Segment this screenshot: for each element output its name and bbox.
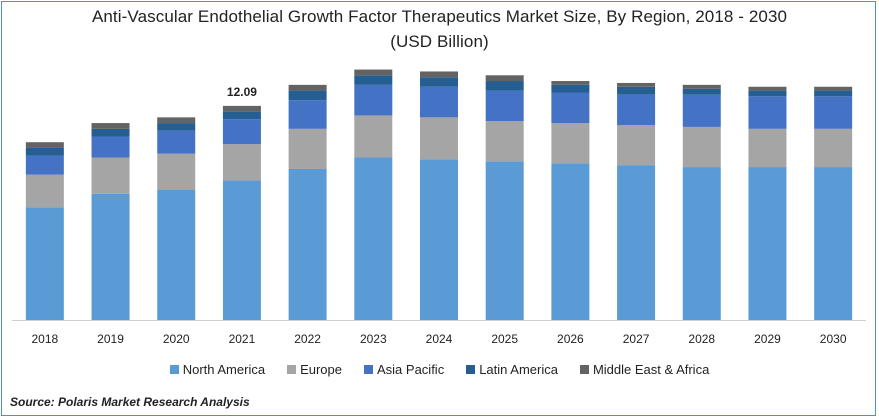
legend-label: Latin America xyxy=(479,362,558,377)
chart-subtitle: (USD Billion) xyxy=(390,32,489,51)
legend-swatch xyxy=(287,365,297,374)
bar-segment-2029-europe xyxy=(748,128,787,168)
bar-segment-2027-middle-east-africa xyxy=(617,82,656,87)
bar-segment-2028-europe xyxy=(682,126,721,168)
bar-segment-2027-north-america xyxy=(617,165,656,320)
bar-segment-2020-latin-america xyxy=(157,123,196,131)
bar-segment-2026-asia-pacific xyxy=(551,92,590,124)
bar-segment-2030-latin-america xyxy=(814,90,853,97)
x-tick-label: 2022 xyxy=(294,332,321,346)
bar-segment-2026-latin-america xyxy=(551,84,590,93)
x-tick-label: 2024 xyxy=(426,332,453,346)
bar-segment-2022-middle-east-africa xyxy=(288,84,327,91)
bar-segment-2020-middle-east-africa xyxy=(157,117,196,124)
legend-label: Asia Pacific xyxy=(377,362,445,377)
bar-segment-2021-asia-pacific xyxy=(222,119,261,145)
source-note: Source: Polaris Market Research Analysis xyxy=(10,395,250,409)
x-tick-label: 2030 xyxy=(820,332,847,346)
legend-item-latin-america: Latin America xyxy=(466,362,558,377)
bar-segment-2021-north-america xyxy=(222,180,261,320)
bar-segment-2018-latin-america xyxy=(25,147,64,156)
legend-item-middle-east-africa: Middle East & Africa xyxy=(579,362,710,377)
bar-segment-2019-europe xyxy=(91,157,130,194)
bar-segment-2019-latin-america xyxy=(91,128,130,137)
bar-segment-2027-europe xyxy=(617,125,656,166)
bar-segment-2023-middle-east-africa xyxy=(354,69,393,76)
legend-swatch xyxy=(364,365,373,374)
bar-segment-2023-asia-pacific xyxy=(354,84,393,116)
bar-segment-2023-latin-america xyxy=(354,75,393,85)
bar-segment-2029-asia-pacific xyxy=(748,96,787,129)
legend-item-asia-pacific: Asia Pacific xyxy=(364,362,444,377)
bar-segment-2018-asia-pacific xyxy=(25,155,64,175)
bar-segment-2024-latin-america xyxy=(420,77,458,87)
bar-segment-2019-middle-east-africa xyxy=(91,123,130,129)
bar-segment-2026-europe xyxy=(551,123,590,164)
chart-legend: North America Europe Asia Pacific Latin Ame… xyxy=(0,362,879,377)
bar-segment-2021-middle-east-africa xyxy=(222,105,261,112)
bar-segment-2018-north-america xyxy=(25,207,64,320)
legend-item-north-america: North America xyxy=(169,362,266,377)
bar-segment-2028-asia-pacific xyxy=(682,94,721,127)
x-tick-label: 2023 xyxy=(360,332,387,346)
x-tick-label: 2020 xyxy=(163,332,190,346)
bar-segment-2025-latin-america xyxy=(485,81,524,91)
bar-segment-2020-europe xyxy=(157,153,196,190)
bar-segment-2022-europe xyxy=(288,128,327,169)
bar-segment-2019-north-america xyxy=(91,193,130,320)
x-tick-label: 2027 xyxy=(623,332,650,346)
bar-segment-2024-north-america xyxy=(420,159,458,320)
x-tick-label: 2021 xyxy=(229,332,256,346)
bar-segment-2021-europe xyxy=(222,144,261,181)
bar-segment-2026-north-america xyxy=(551,163,590,320)
bar-segment-2024-europe xyxy=(420,117,458,160)
bar-segment-2021-latin-america xyxy=(222,111,261,120)
bar-segment-2023-europe xyxy=(354,115,393,158)
bar-segment-2027-asia-pacific xyxy=(617,94,656,125)
x-tick-label: 2026 xyxy=(557,332,584,346)
bar-segment-2023-north-america xyxy=(354,157,393,320)
legend-label: North America xyxy=(182,362,266,377)
bar-segment-2025-north-america xyxy=(485,161,524,320)
bar-segment-2028-north-america xyxy=(682,167,721,320)
bar-segment-2020-asia-pacific xyxy=(157,130,196,154)
legend-swatch xyxy=(579,365,589,374)
bar-segment-2029-middle-east-africa xyxy=(748,86,787,91)
legend-label: Middle East & Africa xyxy=(592,362,710,377)
bar-segment-2025-europe xyxy=(485,121,524,162)
bar-segment-2030-asia-pacific xyxy=(814,96,853,129)
bar-segment-2026-middle-east-africa xyxy=(551,81,590,85)
x-tick-label: 2025 xyxy=(491,332,518,346)
bar-segment-2022-north-america xyxy=(288,168,327,320)
data-label-2021: 12.09 xyxy=(227,85,257,99)
x-tick-label: 2018 xyxy=(31,332,58,346)
bar-segment-2030-middle-east-africa xyxy=(814,86,853,91)
chart-title: Anti-Vascular Endothelial Growth Factor … xyxy=(91,7,788,26)
bar-segment-2030-europe xyxy=(814,128,853,168)
bar-segment-2029-north-america xyxy=(748,167,787,320)
bar-segment-2024-middle-east-africa xyxy=(420,71,458,78)
bar-segment-2018-europe xyxy=(25,174,64,208)
bar-segment-2019-asia-pacific xyxy=(91,136,130,158)
bar-segment-2024-asia-pacific xyxy=(420,86,458,118)
bar-segment-2018-middle-east-africa xyxy=(25,142,64,148)
x-tick-label: 2019 xyxy=(97,332,124,346)
bar-segment-2025-asia-pacific xyxy=(485,90,524,122)
legend-swatch xyxy=(466,365,476,374)
x-tick-label: 2029 xyxy=(754,332,781,346)
bar-segment-2022-asia-pacific xyxy=(288,100,327,129)
legend-swatch xyxy=(169,365,179,374)
bar-segment-2027-latin-america xyxy=(617,86,656,95)
bar-segment-2022-latin-america xyxy=(288,90,327,101)
legend-item-europe: Europe xyxy=(287,362,342,377)
bar-segment-2020-north-america xyxy=(157,190,196,320)
bar-segment-2028-latin-america xyxy=(682,88,721,95)
bar-segment-2028-middle-east-africa xyxy=(682,84,721,89)
x-tick-label: 2028 xyxy=(688,332,715,346)
bar-segment-2025-middle-east-africa xyxy=(485,75,524,82)
bar-segment-2029-latin-america xyxy=(748,90,787,97)
bar-segment-2030-north-america xyxy=(814,167,853,320)
legend-label: Europe xyxy=(300,362,342,377)
